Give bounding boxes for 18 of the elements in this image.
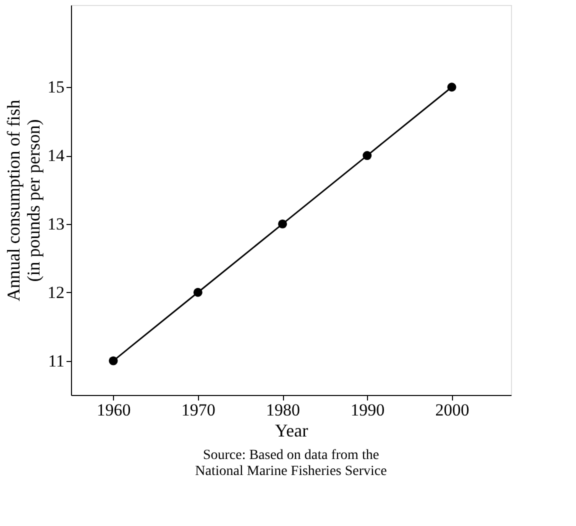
point: [278, 219, 288, 228]
x-tick-label: 2000: [435, 400, 470, 420]
y-tick-label: 14: [48, 146, 65, 166]
x-tick-label: 1960: [96, 400, 131, 420]
point: [193, 288, 202, 297]
x-tick-label: 1990: [350, 400, 385, 420]
y-axis-title: Annual consumption of fish (in pounds per person): [4, 100, 44, 302]
point: [447, 82, 456, 92]
x-axis-title: Year: [274, 420, 308, 440]
point: [108, 356, 118, 366]
y-tick-label: 15: [48, 78, 64, 97]
y-tick-label: 12: [48, 282, 64, 302]
y-tick-label: 13: [48, 214, 64, 234]
source-note: Source: Based on data from the National Marine Fisheries Service: [195, 448, 387, 479]
x-tick-label: 1970: [181, 400, 216, 420]
y-tick-label: 11: [48, 351, 64, 370]
x-tick-label: 1980: [266, 400, 300, 420]
point: [362, 151, 372, 160]
